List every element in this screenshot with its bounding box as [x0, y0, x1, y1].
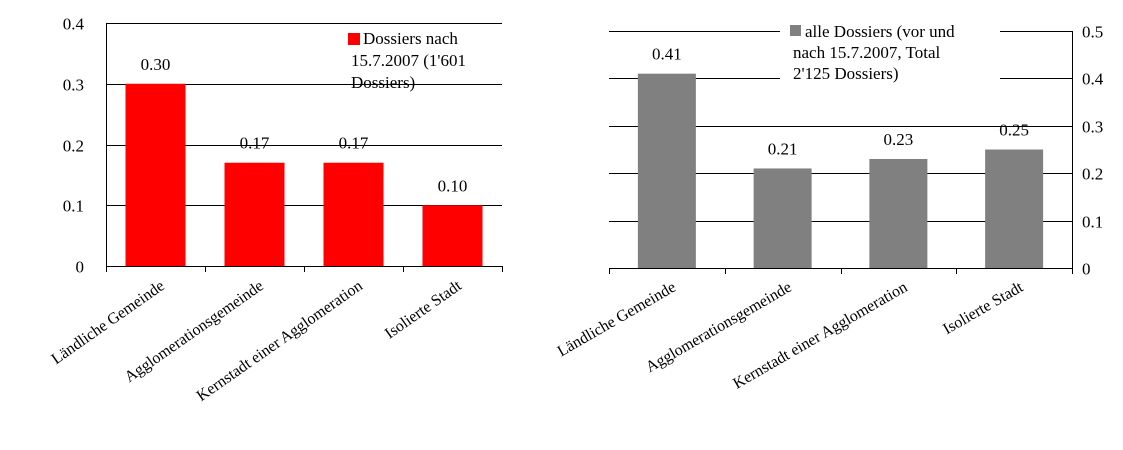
- legend-label: alle Dossiers (vor und: [805, 22, 955, 41]
- data-label: 0.17: [240, 134, 270, 153]
- data-label: 0.30: [141, 55, 171, 74]
- data-label: 0.23: [884, 130, 914, 149]
- category-label: Ländliche Gemeinde: [555, 279, 679, 361]
- y-tick-label: 0.5: [1082, 23, 1103, 42]
- category-label: Isolierte Stadt: [940, 278, 1026, 338]
- legend-label: 2'125 Dossiers): [793, 64, 899, 83]
- data-label: 0.41: [652, 45, 682, 64]
- bar-3: [869, 158, 928, 268]
- legend-label: Dossiers nach: [363, 29, 458, 48]
- y-tick-label: 0.3: [63, 76, 84, 95]
- bar-1: [637, 73, 696, 268]
- y-tick-label: 0.3: [1082, 118, 1103, 137]
- bar-4: [422, 205, 483, 266]
- bar-4: [985, 149, 1044, 268]
- y-tick-label: 0.2: [63, 137, 84, 156]
- legend-label: Dossiers): [351, 73, 415, 92]
- legend-swatch: [790, 25, 801, 36]
- chart-2: 0 0.1 0.2 0.3 0.4 0.5 0.41 Ländliche Gemeinde 0.…: [555, 22, 1104, 393]
- y-tick-label: 0: [76, 258, 85, 277]
- y-tick-label: 0.1: [1082, 213, 1103, 232]
- y-tick-label: 0.4: [1082, 70, 1104, 89]
- y-tick-label: 0.1: [63, 197, 84, 216]
- legend-label: 15.7.2007 (1'601: [351, 51, 466, 70]
- y-tick-label: 0.4: [63, 15, 85, 34]
- legend-label: nach 15.7.2007, Total: [793, 43, 940, 62]
- category-label: Kernstadt einer Agglomeration: [194, 277, 366, 405]
- y-tick-label: 0.2: [1082, 165, 1103, 184]
- bar-1: [125, 83, 186, 266]
- data-label: 0.10: [438, 176, 468, 195]
- data-label: 0.25: [999, 121, 1029, 140]
- legend-swatch: [348, 33, 360, 45]
- data-label: 0.21: [768, 139, 798, 158]
- bar-3: [323, 162, 384, 266]
- y-tick-label: 0: [1082, 260, 1091, 279]
- legend: Dossiers nach 15.7.2007 (1'601 Dossiers): [348, 29, 466, 92]
- bar-2: [224, 162, 285, 266]
- bar-2: [753, 168, 812, 268]
- data-label: 0.17: [339, 134, 369, 153]
- category-label: Isolierte Stadt: [382, 277, 465, 342]
- legend: alle Dossiers (vor und nach 15.7.2007, To…: [790, 22, 955, 83]
